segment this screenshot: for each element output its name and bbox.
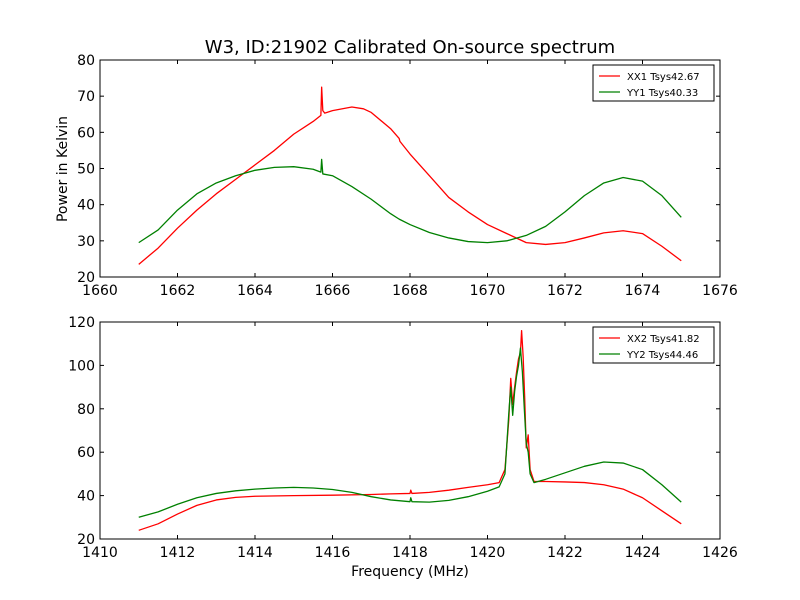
x-tick-label: 1424 <box>625 545 661 561</box>
y-tick-label: 40 <box>77 489 95 505</box>
legend-label: YY1 Tsys40.33 <box>626 88 698 99</box>
y-axis-label: Power in Kelvin <box>55 116 71 222</box>
x-tick-label: 1672 <box>547 283 583 299</box>
y-tick-label: 60 <box>77 445 95 461</box>
x-tick-label: 1668 <box>392 283 428 299</box>
y-tick-label: 30 <box>77 234 95 250</box>
figure-title: W3, ID:21902 Calibrated On-source spectr… <box>205 37 615 58</box>
y-tick-label: 70 <box>77 89 95 105</box>
y-tick-label: 80 <box>77 53 95 69</box>
x-tick-label: 1422 <box>547 545 583 561</box>
x-tick-label: 1674 <box>625 283 661 299</box>
y-tick-label: 60 <box>77 125 95 141</box>
top-panel: 1660 1662 1664 1666 1668 1670 1672 1674 1676 20 30… <box>77 53 738 299</box>
x-tick-label: 1670 <box>470 283 506 299</box>
x-tick-label: 1410 <box>82 545 118 561</box>
series-line-0-1 <box>138 158 682 244</box>
x-tick-label: 1416 <box>315 545 351 561</box>
x-tick-label: 1414 <box>237 545 273 561</box>
y-tick-label: 50 <box>77 162 95 178</box>
y-tick-label: 120 <box>68 315 95 331</box>
x-tick-label: 1418 <box>392 545 428 561</box>
legend-label: XX2 Tsys41.82 <box>627 334 700 345</box>
series-line-1-1 <box>138 347 682 518</box>
x-tick-label: 1662 <box>160 283 196 299</box>
y-tick-label: 20 <box>77 532 95 548</box>
y-tick-label: 40 <box>77 198 95 214</box>
legend-label: XX1 Tsys42.67 <box>627 72 700 83</box>
bottom-panel: 1410 1412 1414 1416 1418 1420 1422 1424 1426 20 40… <box>68 315 738 561</box>
legend-box <box>592 326 715 364</box>
legend-label: YY2 Tsys44.46 <box>626 350 698 361</box>
y-tick-label: 80 <box>77 402 95 418</box>
x-axis-label: Frequency (MHz) <box>351 564 469 580</box>
x-tick-label: 1666 <box>315 283 351 299</box>
x-tick-label: 1660 <box>82 283 118 299</box>
y-tick-label: 20 <box>77 270 95 286</box>
y-tick-label: 100 <box>68 358 95 374</box>
x-tick-label: 1664 <box>237 283 273 299</box>
x-tick-label: 1420 <box>470 545 506 561</box>
x-tick-label: 1412 <box>160 545 196 561</box>
legend-box <box>592 64 715 102</box>
series-line-0-0 <box>138 86 682 265</box>
x-tick-label: 1426 <box>702 545 738 561</box>
x-tick-label: 1676 <box>702 283 738 299</box>
